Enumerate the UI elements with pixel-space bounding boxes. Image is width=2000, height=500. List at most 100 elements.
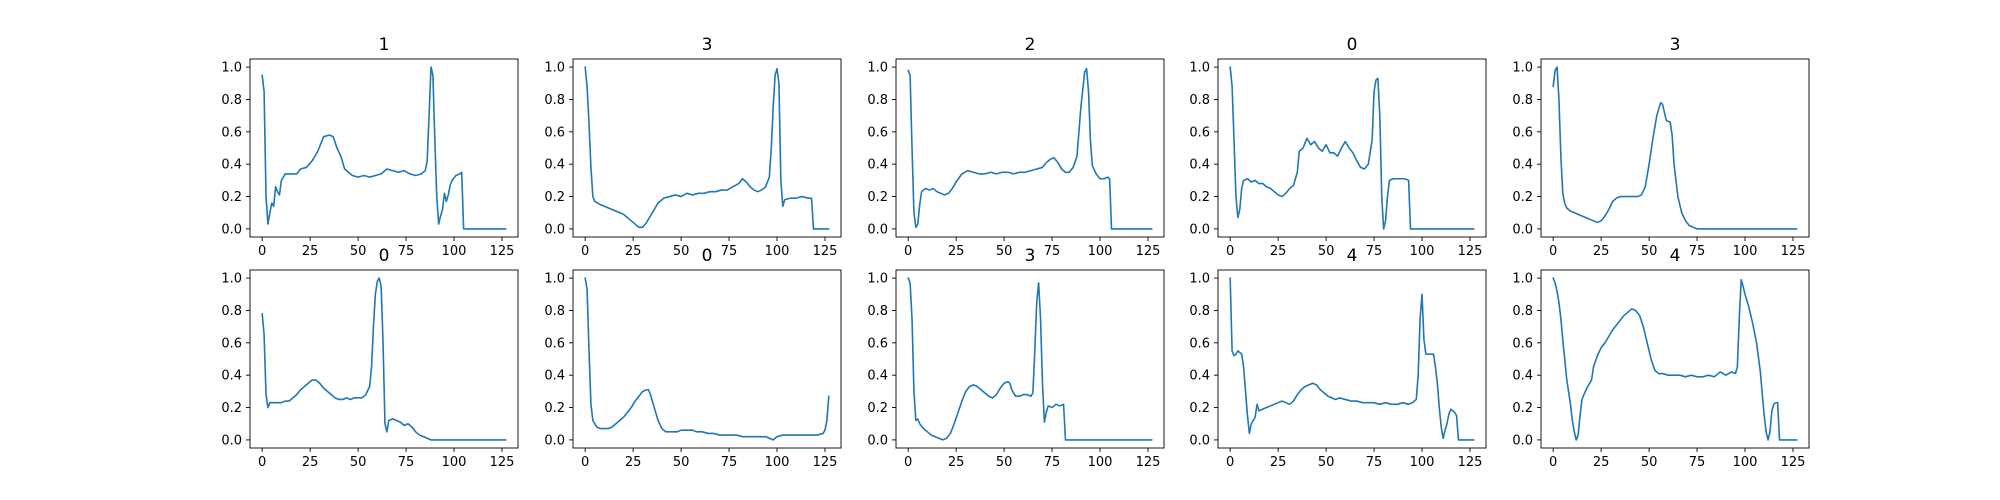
y-tick-label: 0.8: [544, 93, 565, 108]
y-tick-label: 0.6: [1512, 336, 1533, 351]
x-tick-label: 25: [1270, 244, 1287, 259]
subplot-title: 1: [379, 35, 390, 55]
axes-frame: [572, 269, 842, 449]
y-tick-label: 0.8: [221, 304, 242, 319]
x-tick-label: 0: [1549, 455, 1557, 470]
subplot-8: 3 0 25 50 75 100 125 0.0 0.2 0.4 0.6 0.8 1.0: [867, 246, 1165, 470]
x-tick-label: 75: [721, 455, 738, 470]
series-line: [584, 66, 830, 230]
subplot-10: 4 0 25 50 75 100 125 0.0 0.2 0.4 0.6 0.8 1.0: [1512, 246, 1810, 470]
subplot-3: 2 0 25 50 75 100 125 0.0 0.2 0.4 0.6 0.8 1.0: [867, 35, 1165, 259]
x-tick-label: 75: [1044, 455, 1061, 470]
y-tick-label: 0.0: [544, 222, 565, 237]
series-line: [261, 277, 507, 441]
y-tick-label: 0.2: [544, 401, 565, 416]
y-tick-label: 0.4: [544, 369, 565, 384]
axes-frame: [895, 269, 1165, 449]
subplot-title: 3: [1025, 246, 1036, 266]
x-tick-label: 125: [1136, 244, 1161, 259]
axes-frame: [1540, 269, 1810, 449]
y-tick-label: 0.2: [867, 190, 888, 205]
y-tick-label: 1.0: [867, 272, 888, 287]
subplot-title: 3: [1670, 35, 1681, 55]
x-tick-label: 100: [1088, 455, 1113, 470]
y-tick-label: 1.0: [544, 272, 565, 287]
y-tick-label: 1.0: [1189, 272, 1210, 287]
series-line: [1229, 277, 1475, 441]
y-tick-label: 0.2: [221, 190, 242, 205]
y-tick-label: 0.0: [1512, 433, 1533, 448]
y-tick-label: 0.4: [221, 158, 242, 173]
y-tick-label: 0.0: [544, 433, 565, 448]
x-tick-label: 50: [1641, 244, 1658, 259]
y-tick-label: 1.0: [221, 272, 242, 287]
subplot-title: 3: [702, 35, 713, 55]
x-tick-label: 100: [442, 244, 467, 259]
y-tick-label: 0.8: [1512, 93, 1533, 108]
y-tick-label: 0.8: [544, 304, 565, 319]
subplot-9: 4 0 25 50 75 100 125 0.0 0.2 0.4 0.6 0.8 1.0: [1189, 246, 1487, 470]
x-tick-label: 75: [1366, 455, 1383, 470]
y-tick-label: 0.2: [867, 401, 888, 416]
subplot-2: 3 0 25 50 75 100 125 0.0 0.2 0.4 0.6 0.8 1.0: [544, 35, 842, 259]
x-tick-label: 0: [258, 455, 266, 470]
x-tick-label: 0: [581, 455, 589, 470]
y-tick-label: 0.2: [221, 401, 242, 416]
x-tick-label: 50: [1318, 455, 1335, 470]
subplot-1: 1 0 25 50 75 100 125 0.0 0.2 0.4 0.6 0.8 1.0: [221, 35, 519, 259]
series-line: [1229, 66, 1475, 230]
x-tick-label: 50: [350, 455, 367, 470]
series-line: [907, 67, 1153, 230]
x-tick-label: 125: [813, 244, 838, 259]
x-tick-label: 50: [1641, 455, 1658, 470]
y-tick-label: 0.4: [221, 369, 242, 384]
series-line: [1552, 66, 1798, 230]
subplot-4: 0 0 25 50 75 100 125 0.0 0.2 0.4 0.6 0.8 1.0: [1189, 35, 1487, 259]
x-tick-label: 50: [996, 455, 1013, 470]
y-tick-label: 1.0: [221, 61, 242, 76]
y-tick-label: 0.6: [544, 336, 565, 351]
x-tick-label: 25: [948, 455, 965, 470]
x-tick-label: 0: [1226, 244, 1234, 259]
x-tick-label: 75: [1689, 455, 1706, 470]
x-tick-label: 25: [948, 244, 965, 259]
x-tick-label: 0: [1549, 244, 1557, 259]
y-tick-label: 0.8: [221, 93, 242, 108]
x-tick-label: 125: [1458, 244, 1483, 259]
x-tick-label: 0: [581, 244, 589, 259]
x-tick-label: 0: [1226, 455, 1234, 470]
subplot-title: 0: [379, 246, 390, 266]
series-line: [1552, 277, 1798, 441]
x-tick-label: 25: [302, 455, 319, 470]
y-tick-label: 0.6: [221, 336, 242, 351]
x-tick-label: 75: [1044, 244, 1061, 259]
x-tick-label: 75: [1689, 244, 1706, 259]
subplot-title: 0: [702, 246, 713, 266]
x-tick-label: 75: [721, 244, 738, 259]
axes-frame: [1540, 58, 1810, 238]
x-tick-label: 125: [490, 244, 515, 259]
y-tick-label: 0.4: [1512, 369, 1533, 384]
y-tick-label: 0.6: [1512, 125, 1533, 140]
y-tick-label: 1.0: [544, 61, 565, 76]
series-line: [907, 277, 1153, 441]
y-tick-label: 0.4: [1189, 369, 1210, 384]
x-tick-label: 100: [765, 244, 790, 259]
y-tick-label: 0.8: [1189, 93, 1210, 108]
x-tick-label: 125: [1136, 455, 1161, 470]
subplot-title: 0: [1347, 35, 1358, 55]
y-tick-label: 0.2: [1512, 190, 1533, 205]
y-tick-label: 0.6: [867, 336, 888, 351]
y-tick-label: 0.2: [1189, 190, 1210, 205]
x-tick-label: 100: [442, 455, 467, 470]
x-tick-label: 100: [1410, 455, 1435, 470]
y-tick-label: 0.2: [544, 190, 565, 205]
y-tick-label: 0.4: [544, 158, 565, 173]
axes-frame: [249, 58, 519, 238]
subplot-5: 3 0 25 50 75 100 125 0.0 0.2 0.4 0.6 0.8 1.0: [1512, 35, 1810, 259]
x-tick-label: 25: [625, 455, 642, 470]
x-tick-label: 100: [765, 455, 790, 470]
axes-frame: [249, 269, 519, 449]
y-tick-label: 1.0: [867, 61, 888, 76]
